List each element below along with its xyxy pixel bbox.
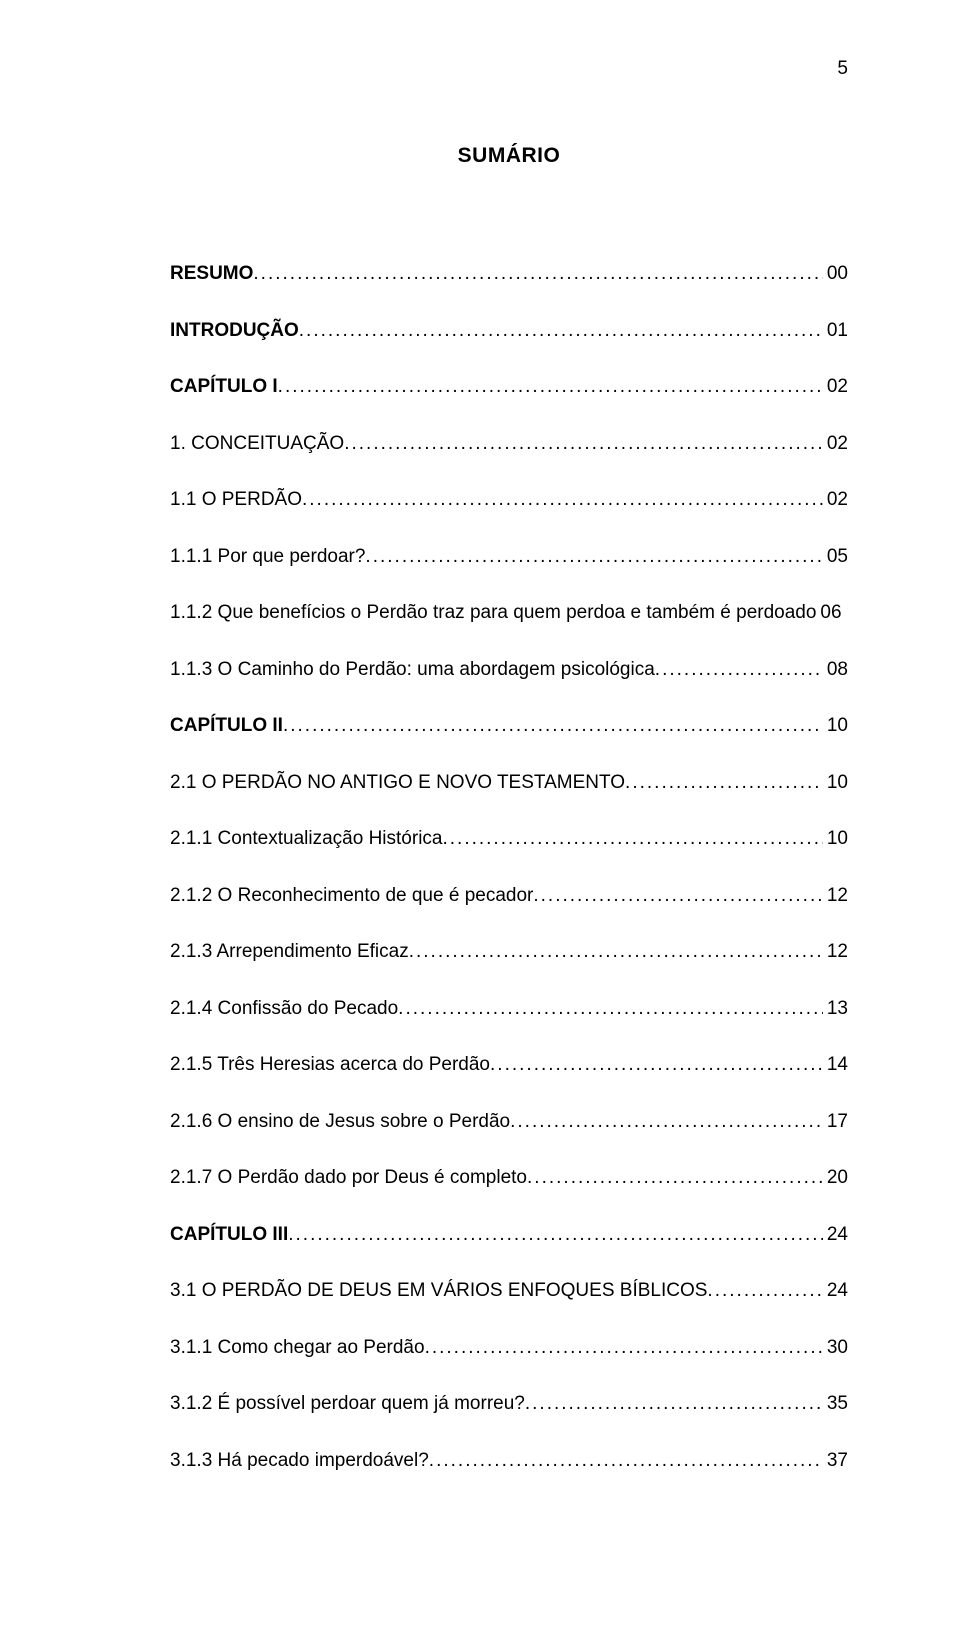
toc-entry: 2.1 O PERDÃO NO ANTIGO E NOVO TESTAMENTO… (170, 769, 848, 798)
toc-entry-label: CAPÍTULO I (170, 373, 278, 402)
toc-entry-page: 10 (823, 769, 848, 798)
toc-leader-dots (625, 769, 823, 798)
toc-entry: 1. CONCEITUAÇÃO 02 (170, 430, 848, 459)
toc-leader-dots (527, 1164, 823, 1193)
toc-entry: 1.1.2 Que benefícios o Perdão traz para … (170, 599, 848, 628)
toc-entry: 2.1.2 O Reconhecimento de que é pecador … (170, 882, 848, 911)
toc-entry-page: 06 (816, 599, 841, 628)
toc-entry: CAPÍTULO II 10 (170, 712, 848, 741)
toc-entry: 3.1.1 Como chegar ao Perdão 30 (170, 1334, 848, 1363)
toc-entry: 3.1.3 Há pecado imperdoável? 37 (170, 1447, 848, 1476)
toc-leader-dots (510, 1108, 823, 1137)
toc-leader-dots (398, 995, 823, 1024)
toc-entry: 1.1.3 O Caminho do Perdão: uma abordagem… (170, 656, 848, 685)
toc-entry-page: 10 (823, 825, 848, 854)
toc-entry-page: 12 (823, 882, 848, 911)
toc-entry: INTRODUÇÃO 01 (170, 317, 848, 346)
toc-entry-label: 1.1.2 Que benefícios o Perdão traz para … (170, 599, 816, 628)
toc-leader-dots (655, 656, 823, 685)
toc-entry: 1.1.1 Por que perdoar? 05 (170, 543, 848, 572)
toc-entry: 3.1.2 É possível perdoar quem já morreu?… (170, 1390, 848, 1419)
toc-entry-page: 12 (823, 938, 848, 967)
toc-entry-page: 10 (823, 712, 848, 741)
toc-leader-dots (278, 373, 823, 402)
toc-entry-label: 3.1 O PERDÃO DE DEUS EM VÁRIOS ENFOQUES … (170, 1277, 707, 1306)
toc-entry-label: 2.1.3 Arrependimento Eficaz (170, 938, 409, 967)
toc-entry-label: 2.1.4 Confissão do Pecado (170, 995, 398, 1024)
toc-entry: 2.1.1 Contextualização Histórica 10 (170, 825, 848, 854)
toc-entry-label: 1. CONCEITUAÇÃO (170, 430, 344, 459)
toc-entry: 2.1.5 Três Heresias acerca do Perdão 14 (170, 1051, 848, 1080)
toc-entry-label: 2.1 O PERDÃO NO ANTIGO E NOVO TESTAMENTO (170, 769, 625, 798)
toc-entry-page: 02 (823, 430, 848, 459)
toc-entry: RESUMO 00 (170, 260, 848, 289)
toc-leader-dots (490, 1051, 823, 1080)
toc-title: SUMÁRIO (170, 144, 848, 168)
toc-entry-label: 2.1.2 O Reconhecimento de que é pecador (170, 882, 533, 911)
toc-leader-dots (253, 260, 822, 289)
toc-entry: 1.1 O PERDÃO 02 (170, 486, 848, 515)
toc-entry-label: 2.1.5 Três Heresias acerca do Perdão (170, 1051, 490, 1080)
toc-entry-label: 3.1.1 Como chegar ao Perdão (170, 1334, 425, 1363)
toc-entry-page: 35 (823, 1390, 848, 1419)
toc-leader-dots (302, 486, 823, 515)
toc-entry-label: 2.1.1 Contextualização Histórica (170, 825, 442, 854)
toc-entry: CAPÍTULO III 24 (170, 1221, 848, 1250)
toc-entry-page: 17 (823, 1108, 848, 1137)
toc-entry-page: 37 (823, 1447, 848, 1476)
toc-entry-label: RESUMO (170, 260, 253, 289)
toc-leader-dots (299, 317, 823, 346)
toc-entry: 2.1.7 O Perdão dado por Deus é completo … (170, 1164, 848, 1193)
toc-entry-page: 02 (823, 373, 848, 402)
toc-leader-dots (288, 1221, 823, 1250)
toc-entry-label: 3.1.2 É possível perdoar quem já morreu? (170, 1390, 525, 1419)
toc-entry-label: 1.1.1 Por que perdoar? (170, 543, 365, 572)
toc-leader-dots (425, 1334, 823, 1363)
toc-entry: 3.1 O PERDÃO DE DEUS EM VÁRIOS ENFOQUES … (170, 1277, 848, 1306)
document-page: 5 SUMÁRIO RESUMO 00 INTRODUÇÃO 01 CAPÍTULO… (0, 0, 960, 1643)
table-of-contents: RESUMO 00INTRODUÇÃO 01CAPÍTULO I 021. CO… (170, 260, 848, 1475)
toc-entry-page: 20 (823, 1164, 848, 1193)
toc-entry-label: INTRODUÇÃO (170, 317, 299, 346)
toc-leader-dots (344, 430, 823, 459)
toc-entry-label: 3.1.3 Há pecado imperdoável? (170, 1447, 429, 1476)
toc-entry: CAPÍTULO I 02 (170, 373, 848, 402)
toc-entry: 2.1.3 Arrependimento Eficaz 12 (170, 938, 848, 967)
toc-entry-page: 30 (823, 1334, 848, 1363)
toc-leader-dots (525, 1390, 823, 1419)
toc-entry-page: 08 (823, 656, 848, 685)
toc-entry-page: 00 (823, 260, 848, 289)
toc-entry-page: 13 (823, 995, 848, 1024)
toc-leader-dots (365, 543, 822, 572)
toc-leader-dots (533, 882, 823, 911)
toc-leader-dots (707, 1277, 822, 1306)
toc-entry-label: 2.1.6 O ensino de Jesus sobre o Perdão (170, 1108, 510, 1137)
toc-entry-page: 14 (823, 1051, 848, 1080)
toc-entry-label: CAPÍTULO III (170, 1221, 288, 1250)
toc-entry-label: 1.1 O PERDÃO (170, 486, 302, 515)
toc-entry-label: 1.1.3 O Caminho do Perdão: uma abordagem… (170, 656, 655, 685)
page-number: 5 (837, 58, 848, 80)
toc-entry-page: 02 (823, 486, 848, 515)
toc-entry: 2.1.4 Confissão do Pecado 13 (170, 995, 848, 1024)
toc-entry-label: 2.1.7 O Perdão dado por Deus é completo (170, 1164, 527, 1193)
toc-entry-page: 24 (823, 1221, 848, 1250)
toc-leader-dots (429, 1447, 823, 1476)
toc-leader-dots (283, 712, 823, 741)
toc-entry: 2.1.6 O ensino de Jesus sobre o Perdão 1… (170, 1108, 848, 1137)
toc-leader-dots (409, 938, 823, 967)
toc-entry-page: 01 (823, 317, 848, 346)
toc-entry-page: 05 (823, 543, 848, 572)
toc-entry-page: 24 (823, 1277, 848, 1306)
toc-entry-label: CAPÍTULO II (170, 712, 283, 741)
toc-leader-dots (442, 825, 822, 854)
